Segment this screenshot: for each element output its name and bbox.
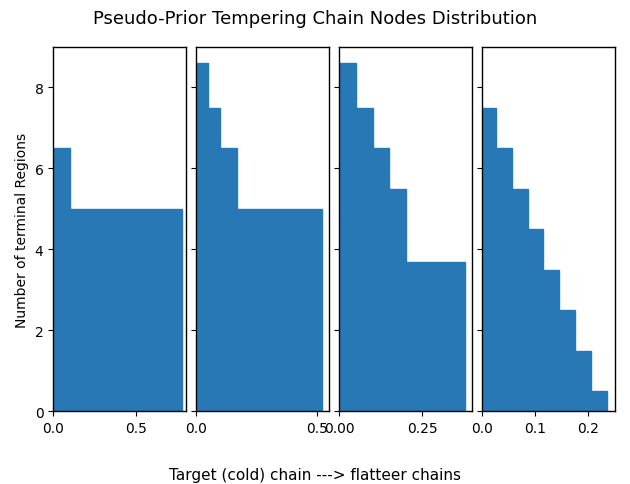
Polygon shape [238, 262, 249, 411]
Y-axis label: Number of terminal Regions: Number of terminal Regions [15, 132, 29, 327]
Polygon shape [483, 108, 607, 411]
Text: Pseudo-Prior Tempering Chain Nodes Distribution: Pseudo-Prior Tempering Chain Nodes Distr… [93, 10, 537, 28]
Polygon shape [340, 64, 406, 411]
Text: Target (cold) chain ---> flatteer chains: Target (cold) chain ---> flatteer chains [169, 467, 461, 482]
Polygon shape [197, 64, 321, 411]
Polygon shape [406, 262, 466, 411]
Polygon shape [53, 149, 182, 411]
